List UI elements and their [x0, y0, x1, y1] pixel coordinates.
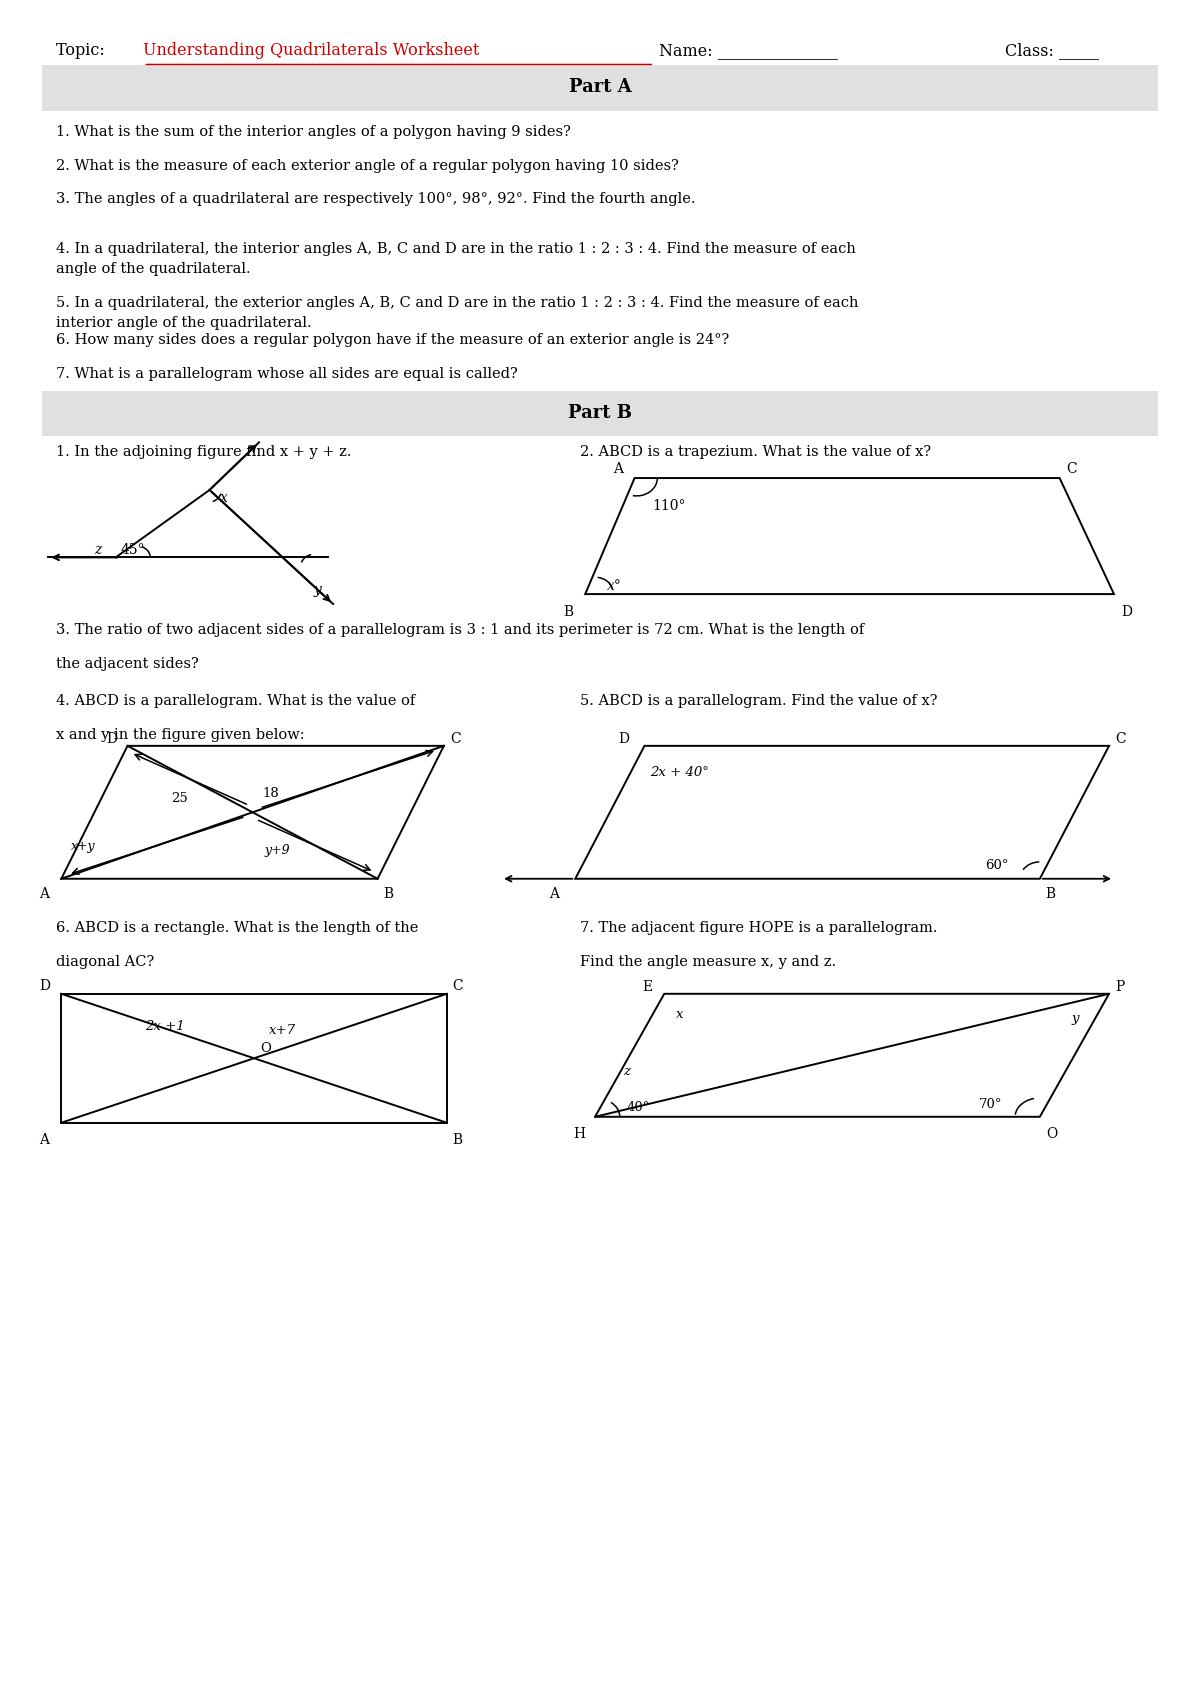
- Text: y: y: [313, 584, 322, 597]
- Text: x: x: [676, 1008, 684, 1020]
- Text: Part B: Part B: [568, 404, 632, 421]
- Text: C: C: [1067, 462, 1078, 477]
- Text: B: B: [1045, 886, 1056, 901]
- Text: P: P: [1115, 979, 1124, 994]
- Text: A: A: [40, 1132, 49, 1147]
- Text: Understanding Quadrilaterals Worksheet: Understanding Quadrilaterals Worksheet: [143, 42, 480, 59]
- Text: Class: _____: Class: _____: [1006, 42, 1099, 59]
- Text: Part A: Part A: [569, 78, 631, 97]
- Text: 5. ABCD is a parallelogram. Find the value of x?: 5. ABCD is a parallelogram. Find the val…: [581, 694, 937, 708]
- Text: B: B: [564, 604, 574, 619]
- Text: 40°: 40°: [626, 1101, 650, 1113]
- Text: the adjacent sides?: the adjacent sides?: [56, 657, 199, 670]
- Text: 1. In the adjoining figure find x + y + z.: 1. In the adjoining figure find x + y + …: [56, 445, 352, 460]
- Text: 3. The angles of a quadrilateral are respectively 100°, 98°, 92°. Find the fourt: 3. The angles of a quadrilateral are res…: [56, 192, 696, 207]
- Text: 6. ABCD is a rectangle. What is the length of the: 6. ABCD is a rectangle. What is the leng…: [56, 921, 419, 935]
- Text: 70°: 70°: [978, 1098, 1002, 1112]
- Text: x+7: x+7: [269, 1025, 296, 1037]
- Text: 2. ABCD is a trapezium. What is the value of x?: 2. ABCD is a trapezium. What is the valu…: [581, 445, 931, 460]
- Text: 7. What is a parallelogram whose all sides are equal is called?: 7. What is a parallelogram whose all sid…: [56, 367, 518, 380]
- Text: 18: 18: [263, 787, 280, 801]
- Text: C: C: [452, 979, 463, 993]
- Text: H: H: [574, 1127, 586, 1140]
- Text: 6. How many sides does a regular polygon have if the measure of an exterior angl: 6. How many sides does a regular polygon…: [56, 333, 730, 348]
- Text: C: C: [450, 731, 461, 747]
- Text: x: x: [220, 490, 227, 506]
- Text: B: B: [452, 1132, 463, 1147]
- Text: A: A: [40, 886, 49, 901]
- Text: D: D: [618, 731, 629, 747]
- FancyBboxPatch shape: [42, 66, 1158, 110]
- Text: 2. What is the measure of each exterior angle of a regular polygon having 10 sid: 2. What is the measure of each exterior …: [56, 160, 679, 173]
- Text: x°: x°: [607, 579, 622, 594]
- Text: D: D: [40, 979, 50, 993]
- Text: 4. In a quadrilateral, the interior angles A, B, C and D are in the ratio 1 : 2 : 4. In a quadrilateral, the interior angl…: [56, 243, 857, 277]
- Text: B: B: [384, 886, 394, 901]
- Text: x and y in the figure given below:: x and y in the figure given below:: [56, 728, 305, 742]
- Text: 110°: 110°: [653, 499, 686, 512]
- FancyBboxPatch shape: [42, 390, 1158, 436]
- Text: C: C: [1115, 731, 1126, 747]
- Text: y+9: y+9: [264, 843, 290, 857]
- Text: O: O: [260, 1042, 271, 1056]
- Text: 2x + 40°: 2x + 40°: [650, 765, 709, 779]
- Text: Name: _______________: Name: _______________: [659, 42, 838, 59]
- Text: 60°: 60°: [985, 859, 1009, 872]
- Text: Topic:: Topic:: [56, 42, 110, 59]
- Text: z: z: [94, 543, 101, 557]
- Text: 4. ABCD is a parallelogram. What is the value of: 4. ABCD is a parallelogram. What is the …: [56, 694, 415, 708]
- Text: A: A: [613, 462, 623, 477]
- Text: E: E: [642, 979, 653, 994]
- Text: diagonal AC?: diagonal AC?: [56, 955, 155, 969]
- Text: O: O: [1045, 1127, 1057, 1140]
- Text: A: A: [548, 886, 559, 901]
- Text: D: D: [1121, 604, 1132, 619]
- Text: z: z: [623, 1066, 630, 1078]
- Text: D: D: [106, 731, 116, 747]
- Text: 2x +1: 2x +1: [145, 1020, 185, 1033]
- Text: Find the angle measure x, y and z.: Find the angle measure x, y and z.: [581, 955, 836, 969]
- Text: 25: 25: [172, 792, 188, 806]
- Text: x+y: x+y: [71, 840, 96, 854]
- Text: 7. The adjacent figure HOPE is a parallelogram.: 7. The adjacent figure HOPE is a paralle…: [581, 921, 937, 935]
- Text: 5. In a quadrilateral, the exterior angles A, B, C and D are in the ratio 1 : 2 : 5. In a quadrilateral, the exterior angl…: [56, 295, 859, 329]
- Text: y: y: [1072, 1011, 1079, 1025]
- Text: 45°: 45°: [121, 543, 145, 557]
- Text: 1. What is the sum of the interior angles of a polygon having 9 sides?: 1. What is the sum of the interior angle…: [56, 126, 571, 139]
- Text: 3. The ratio of two adjacent sides of a parallelogram is 3 : 1 and its perimeter: 3. The ratio of two adjacent sides of a …: [56, 623, 865, 636]
